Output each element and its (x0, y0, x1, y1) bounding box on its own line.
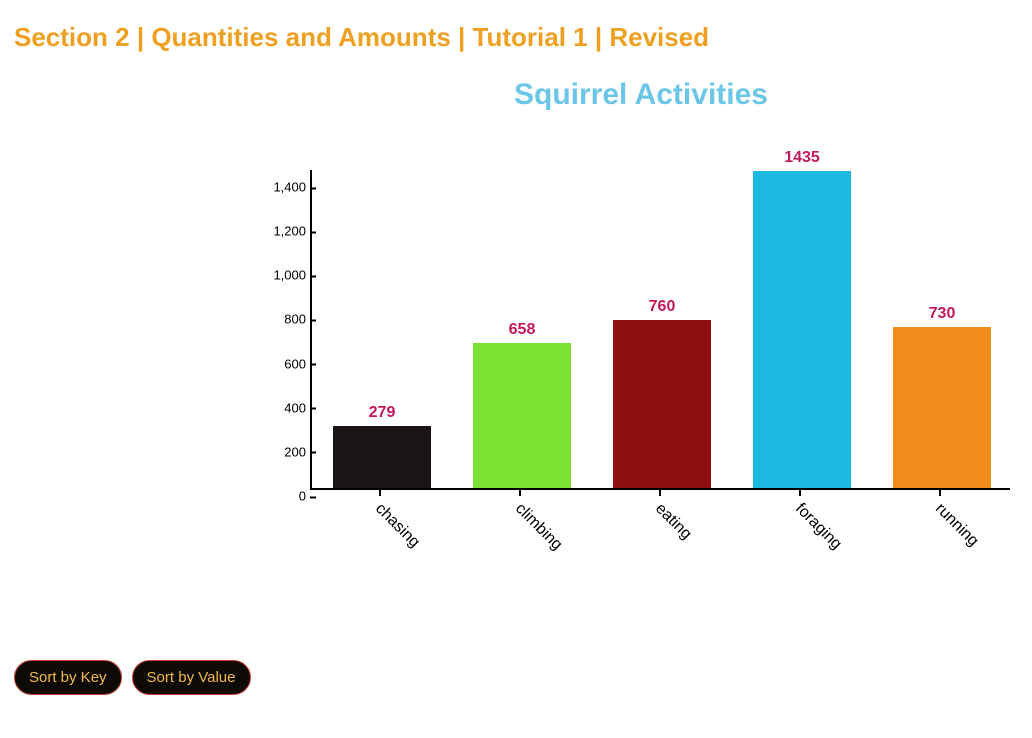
y-tick-label: 600 (266, 356, 306, 371)
chart-title: Squirrel Activities (0, 78, 1032, 112)
x-category-label: eating (651, 500, 695, 544)
section-title: Section 2 | Quantities and Amounts | Tut… (14, 22, 709, 53)
x-tick-mark (939, 490, 941, 496)
y-tick-label: 400 (266, 400, 306, 415)
y-tick-label: 1,000 (266, 268, 306, 283)
y-tick-label: 1,200 (266, 224, 306, 239)
button-row: Sort by Key Sort by Value (14, 660, 251, 695)
bar-value-label: 658 (473, 321, 571, 339)
y-tick-label: 0 (266, 489, 306, 504)
y-tick-label: 200 (266, 444, 306, 459)
bar: 1435 (753, 171, 851, 488)
x-category-label: chasing (371, 500, 423, 552)
bar: 658 (473, 343, 571, 488)
bar-value-label: 760 (613, 298, 711, 316)
x-category-label: running (931, 500, 981, 550)
sort-by-key-button[interactable]: Sort by Key (14, 660, 122, 695)
x-category-label: foraging (791, 500, 845, 554)
bar-chart: 0 200 400 600 800 1,000 1,200 1,400 279 658 760 143… (260, 160, 1020, 580)
bar-value-label: 1435 (753, 149, 851, 167)
bar-value-label: 730 (893, 305, 991, 323)
bar-value-label: 279 (333, 404, 431, 422)
x-tick-mark (519, 490, 521, 496)
bar: 279 (333, 426, 431, 488)
sort-by-value-button[interactable]: Sort by Value (132, 660, 251, 695)
y-tick-label: 1,400 (266, 180, 306, 195)
x-tick-mark (379, 490, 381, 496)
x-category-label: climbing (511, 500, 565, 554)
x-tick-mark (659, 490, 661, 496)
bar: 730 (893, 327, 991, 488)
page-root: Section 2 | Quantities and Amounts | Tut… (0, 0, 1032, 738)
y-tick-label: 800 (266, 312, 306, 327)
plot-region: 02004006008001,0001,2001,400279658760143… (310, 170, 1010, 490)
bar: 760 (613, 320, 711, 488)
x-tick-mark (799, 490, 801, 496)
